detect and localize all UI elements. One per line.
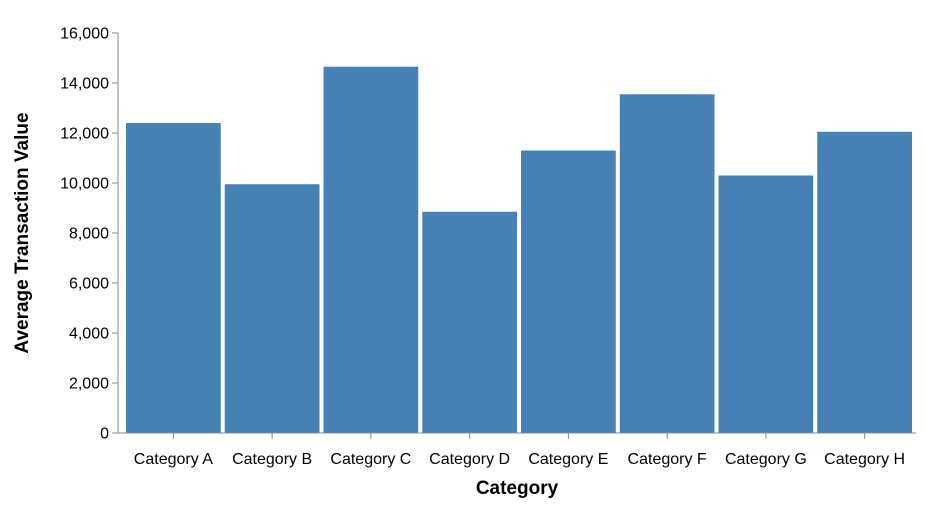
x-axis: Category A Category B Category C Category D…: [118, 432, 916, 468]
x-tick-label: Category C: [330, 451, 411, 468]
y-tick-label: 4,000: [69, 326, 109, 343]
y-tick-label: 8,000: [69, 226, 109, 243]
y-tick-label: 16,000: [60, 26, 109, 43]
x-tick-label: Category G: [725, 451, 807, 468]
x-tick-label: Category B: [232, 451, 312, 468]
y-axis: 0 2,000 4,000 6,000 8,000 10,000 12,000 14,000 1…: [60, 26, 119, 443]
x-tick-label: Category E: [528, 451, 608, 468]
x-tick-label: Category D: [429, 451, 510, 468]
x-tick-label: Category F: [628, 451, 707, 468]
x-axis-title: Category: [476, 478, 559, 499]
y-tick-label: 0: [100, 426, 109, 443]
y-tick-label: 12,000: [60, 126, 109, 143]
bar-category-d: [422, 211, 517, 433]
bar-category-b: [224, 184, 320, 433]
bar-category-e: [521, 150, 616, 433]
bar-category-c: [323, 66, 419, 433]
bar-category-f: [619, 94, 715, 433]
y-tick-label: 10,000: [60, 176, 109, 193]
bar-category-g: [718, 175, 814, 433]
bars-layer: [126, 66, 912, 433]
y-axis-title: Average Transaction Value: [12, 112, 33, 353]
bar-category-h: [817, 131, 912, 433]
y-tick-label: 6,000: [69, 276, 109, 293]
bar-category-a: [126, 123, 221, 433]
x-tick-label: Category A: [134, 451, 213, 468]
x-tick-label: Category H: [824, 451, 905, 468]
y-tick-label: 14,000: [60, 76, 109, 93]
y-tick-label: 2,000: [69, 376, 109, 393]
